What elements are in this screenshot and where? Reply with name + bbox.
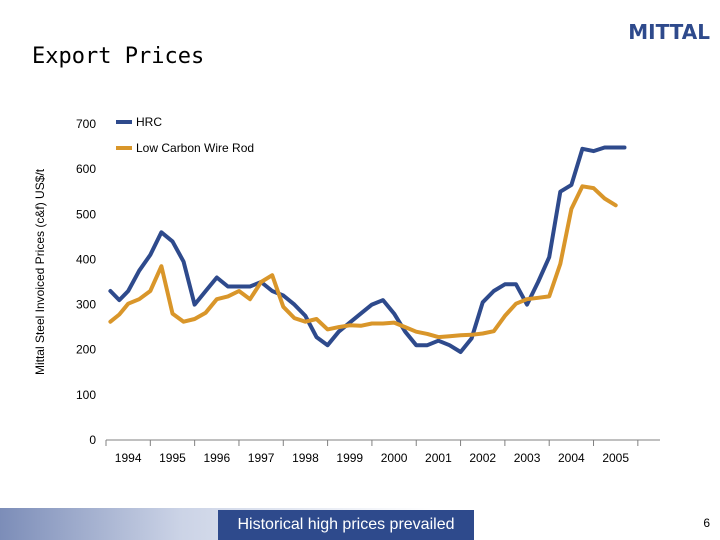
y-tick-label: 500 — [76, 207, 96, 221]
x-tick-label: 2004 — [558, 451, 585, 465]
x-tick-label: 1998 — [292, 451, 319, 465]
x-tick-label: 1997 — [248, 451, 275, 465]
y-tick-label: 700 — [76, 117, 96, 131]
logo-text: MITTAL — [628, 20, 710, 44]
x-tick-label: 2003 — [514, 451, 541, 465]
footer-banner: Historical high prices prevailed — [218, 510, 474, 540]
x-tick-label: 2002 — [469, 451, 496, 465]
x-tick-label: 2001 — [425, 451, 452, 465]
legend-label-hrc: HRC — [136, 115, 162, 129]
y-tick-label: 600 — [76, 162, 96, 176]
x-tick-label: 1999 — [336, 451, 363, 465]
y-axis-title: Mittal Steel Invoiced Prices (c&f) US$/t — [33, 168, 47, 375]
page-title: Export Prices — [32, 44, 205, 69]
x-tick-label: 2000 — [381, 451, 408, 465]
series-line-wire-rod — [108, 184, 618, 340]
y-tick-label: 200 — [76, 343, 96, 357]
series-line-hrc — [108, 145, 627, 354]
y-tick-label: 300 — [76, 298, 96, 312]
x-tick-label: 2005 — [602, 451, 629, 465]
page-number: 6 — [703, 516, 710, 530]
y-tick-label: 100 — [76, 388, 96, 402]
mittal-logo: MITTAL — [600, 12, 710, 44]
y-tick-label: 400 — [76, 252, 96, 266]
footer-banner-text: Historical high prices prevailed — [237, 516, 455, 533]
x-tick-label: 1994 — [115, 451, 142, 465]
x-tick-label: 1996 — [203, 451, 230, 465]
x-tick-label: 1995 — [159, 451, 186, 465]
price-line-chart: 1994 1995 1996 1997 1998 1999 2000 2001 2002 2003… — [33, 115, 660, 465]
legend-label-wire-rod: Low Carbon Wire Rod — [136, 141, 254, 155]
y-tick-label: 0 — [89, 433, 96, 447]
